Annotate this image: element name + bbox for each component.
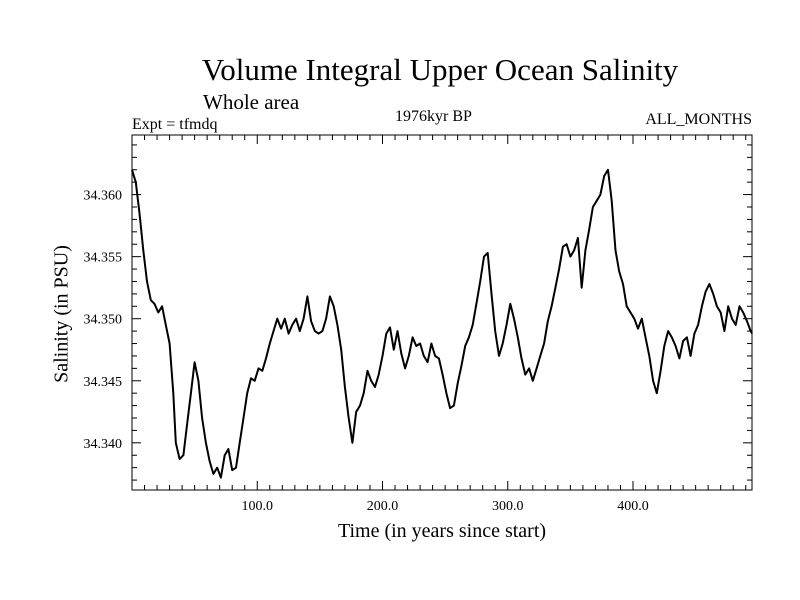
x-tick-label: 200.0	[367, 499, 399, 514]
period-label: 1976kyr BP	[395, 108, 472, 125]
y-tick-label: 34.340	[84, 437, 123, 452]
x-tick-label: 300.0	[492, 499, 524, 514]
plot-frame	[131, 134, 753, 491]
months-label: ALL_MONTHS	[645, 111, 752, 128]
y-tick-label: 34.360	[84, 189, 123, 204]
x-axis-label: Time (in years since start)	[337, 520, 547, 542]
axis-ticks: 100.0 200.0 300.0 400.0 34.340 34.345 34.350 34…	[84, 135, 752, 514]
y-tick-label: 34.345	[84, 375, 123, 390]
x-tick-label: 400.0	[617, 499, 649, 514]
salinity-series-line	[131, 168, 753, 479]
y-tick-label: 34.350	[84, 313, 123, 328]
y-tick-label: 34.355	[84, 251, 123, 266]
experiment-label: Expt = tfmdq	[132, 116, 218, 133]
chart-subtitle: Whole area	[203, 90, 300, 114]
x-tick-label: 100.0	[242, 499, 274, 514]
chart-title: Volume Integral Upper Ocean Salinity	[201, 52, 679, 87]
y-axis-label: Salinity (in PSU)	[50, 245, 73, 383]
